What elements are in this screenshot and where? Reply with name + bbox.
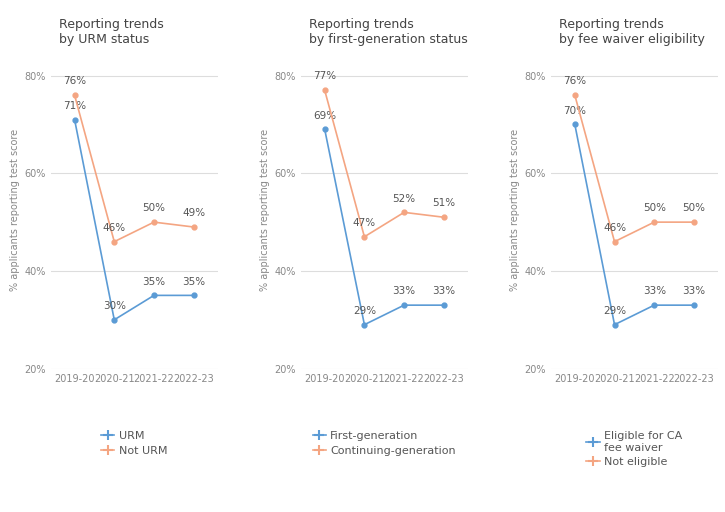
Not eligible (689, 219, 698, 225)
Y-axis label: % applicants reporting test score: % applicants reporting test score (10, 129, 20, 291)
Eligible for CA
fee waiver (689, 302, 698, 308)
URM (70, 117, 79, 123)
Continuing-generation (439, 214, 448, 220)
First-generation (439, 302, 448, 308)
URM (189, 292, 198, 298)
Continuing-generation (320, 87, 329, 93)
Text: 35%: 35% (142, 276, 165, 287)
Not eligible (650, 219, 658, 225)
First-generation (320, 126, 329, 133)
Line: Continuing-generation: Continuing-generation (323, 88, 446, 239)
Text: 33%: 33% (432, 286, 455, 296)
Text: 33%: 33% (392, 286, 415, 296)
Y-axis label: % applicants reporting test score: % applicants reporting test score (260, 129, 270, 291)
Line: Not URM: Not URM (72, 93, 196, 244)
Text: 46%: 46% (603, 223, 626, 233)
Text: 51%: 51% (432, 199, 455, 208)
URM (149, 292, 158, 298)
Text: Reporting trends
by URM status: Reporting trends by URM status (59, 18, 164, 46)
Text: 50%: 50% (143, 203, 165, 214)
Text: 71%: 71% (63, 101, 86, 111)
Text: 50%: 50% (643, 203, 666, 214)
Not URM (110, 239, 119, 245)
Text: 49%: 49% (182, 208, 205, 218)
Text: 33%: 33% (682, 286, 705, 296)
Line: Not eligible: Not eligible (573, 93, 696, 244)
Line: Eligible for CA
fee waiver: Eligible for CA fee waiver (573, 122, 696, 327)
Not URM (149, 219, 158, 225)
Text: 76%: 76% (563, 76, 587, 87)
Text: Reporting trends
by fee waiver eligibility: Reporting trends by fee waiver eligibili… (560, 18, 705, 46)
Text: 29%: 29% (603, 306, 626, 316)
Eligible for CA
fee waiver (650, 302, 658, 308)
Y-axis label: % applicants reporting test score: % applicants reporting test score (510, 129, 521, 291)
Text: 29%: 29% (353, 306, 376, 316)
Text: 50%: 50% (682, 203, 705, 214)
Text: 46%: 46% (103, 223, 126, 233)
Text: 30%: 30% (103, 301, 125, 311)
Not URM (70, 92, 79, 98)
URM (110, 317, 119, 323)
Text: 35%: 35% (182, 276, 205, 287)
Continuing-generation (360, 233, 369, 240)
Text: 69%: 69% (313, 111, 336, 120)
Text: 47%: 47% (353, 218, 376, 228)
Text: 33%: 33% (642, 286, 666, 296)
Text: 77%: 77% (313, 72, 336, 81)
Line: First-generation: First-generation (323, 127, 446, 327)
Continuing-generation (399, 209, 408, 216)
Eligible for CA
fee waiver (610, 322, 619, 328)
Eligible for CA
fee waiver (571, 121, 579, 127)
Legend: URM, Not URM: URM, Not URM (101, 431, 167, 456)
Line: URM: URM (72, 117, 196, 322)
Legend: Eligible for CA
fee waiver, Not eligible: Eligible for CA fee waiver, Not eligible (587, 431, 682, 467)
Text: 52%: 52% (392, 194, 415, 204)
First-generation (399, 302, 408, 308)
Text: 76%: 76% (63, 76, 86, 87)
Not URM (189, 224, 198, 230)
Legend: First-generation, Continuing-generation: First-generation, Continuing-generation (312, 431, 456, 456)
First-generation (360, 322, 369, 328)
Text: 70%: 70% (563, 105, 587, 116)
Text: Reporting trends
by first-generation status: Reporting trends by first-generation sta… (309, 18, 468, 46)
Not eligible (610, 239, 619, 245)
Not eligible (571, 92, 579, 98)
